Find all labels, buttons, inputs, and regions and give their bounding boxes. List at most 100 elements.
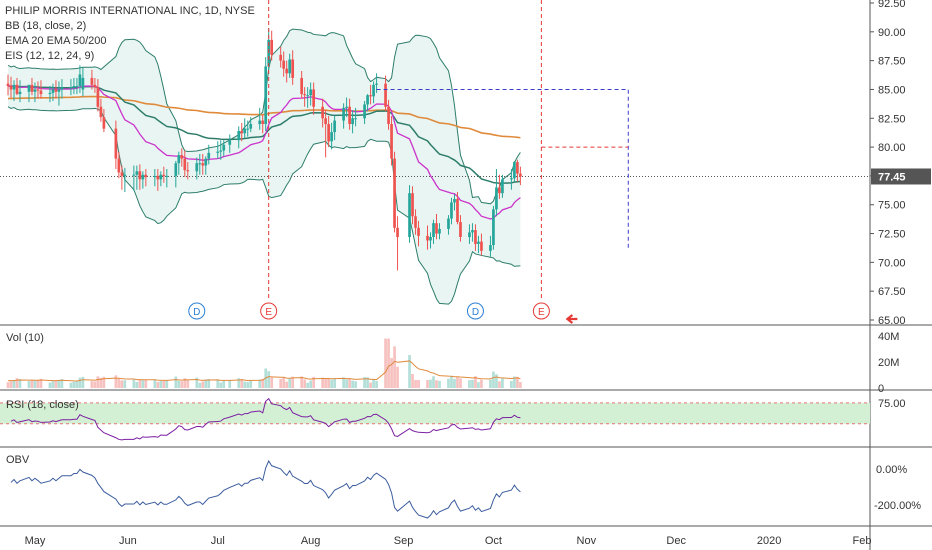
rsi-line (10, 397, 521, 441)
x-tick-label: May (25, 535, 46, 547)
candle-body (228, 140, 232, 145)
candle-body (285, 68, 289, 74)
candle-body (177, 155, 181, 164)
candle-body (519, 173, 522, 177)
volume-bar (495, 374, 498, 388)
volume-average-line (7, 360, 521, 382)
volume-bar (249, 380, 253, 388)
volume-pane (6, 338, 522, 388)
candle-body (366, 95, 369, 105)
obv-tick-label: -200.00% (874, 500, 921, 512)
candle-body (414, 216, 417, 228)
rsi-tick-label: 75.00 (878, 398, 906, 410)
price-tick-label: 90.00 (878, 27, 906, 39)
candle-body (15, 84, 19, 95)
volume-bar (279, 379, 283, 388)
volume-bar (183, 378, 187, 388)
volume-bar (414, 379, 417, 388)
candle-body (144, 174, 148, 178)
candle-body (27, 84, 31, 92)
candle-body (342, 107, 345, 121)
candle-body (165, 175, 169, 177)
volume-bar (123, 380, 127, 388)
candle-body (132, 174, 136, 176)
volume-bar (321, 377, 324, 388)
earnings-marker (260, 302, 278, 320)
volume-bar (237, 378, 241, 388)
dividend-marker-label: D (193, 307, 200, 318)
candle-body (438, 228, 441, 234)
candle-body (468, 232, 471, 238)
volume-bar (153, 379, 157, 388)
indicator-ema: EMA 20 EMA 50/200 (5, 35, 107, 47)
x-tick-label: Nov (577, 535, 597, 547)
candle-body (387, 106, 390, 125)
rsi-band (0, 402, 870, 424)
candle-body (6, 83, 10, 86)
obv-line (10, 459, 521, 519)
candle-body (447, 218, 450, 229)
candle-body (102, 117, 106, 129)
volume-bar (18, 379, 22, 388)
candle-body (195, 163, 199, 172)
candle-body (426, 235, 429, 241)
volume-bar (81, 376, 85, 388)
candle-body (135, 171, 139, 175)
volume-bar (450, 376, 453, 388)
volume-bar (141, 380, 145, 388)
candle-body (60, 87, 64, 90)
dividend-marker (466, 302, 484, 320)
price-tick-label: 75.00 (878, 200, 906, 212)
candle-body (303, 94, 307, 96)
candle-body (492, 209, 495, 246)
candle-body (18, 91, 22, 95)
x-tick-label: Aug (301, 535, 321, 547)
volume-bar (177, 380, 181, 388)
volume-bar (240, 379, 244, 388)
candle-body (348, 106, 351, 125)
axes-layer: 92.5090.0087.5085.0082.5080.0077.5075.00… (25, 0, 931, 547)
volume-bar (6, 382, 10, 388)
price-legend: PHILIP MORRIS INTERNATIONAL INC, 1D, NYS… (5, 5, 255, 62)
candle-body (216, 151, 220, 153)
volume-bar (426, 380, 429, 388)
candle-body (450, 202, 453, 219)
candle-body (12, 84, 16, 90)
candle-body (474, 230, 477, 244)
candle-body (309, 89, 312, 96)
candle-body (207, 152, 211, 159)
volume-bar (471, 379, 474, 388)
volume-bar (36, 380, 40, 388)
candle-body (477, 241, 480, 244)
candle-body (306, 95, 309, 97)
volume-bar (159, 380, 163, 388)
volume-bar (282, 377, 286, 388)
vol-pane-title: Vol (10) (6, 332, 44, 344)
volume-bar (270, 377, 274, 388)
volume-bar (438, 380, 441, 388)
candle-body (141, 174, 145, 180)
volume-bar (219, 382, 223, 388)
last-price-tag (871, 168, 931, 185)
volume-bar (498, 381, 501, 388)
volume-bar (324, 378, 327, 388)
candle-body (138, 171, 142, 180)
volume-bar (411, 373, 414, 388)
price-tick-label: 92.50 (878, 0, 906, 10)
volume-bar (300, 376, 304, 388)
volume-bar (453, 378, 456, 388)
volume-bar (162, 380, 166, 388)
price-tick-label: 80.00 (878, 142, 906, 154)
volume-bar (48, 382, 52, 388)
candle-body (279, 54, 283, 61)
candle-body (39, 90, 43, 95)
volume-bar (261, 378, 265, 388)
volume-bar (459, 378, 462, 388)
volume-bar (480, 379, 483, 388)
earnings-marker (532, 302, 550, 320)
volume-bar (429, 379, 432, 388)
volume-bar (474, 376, 477, 388)
volume-bar (216, 379, 220, 388)
volume-bar (516, 376, 519, 388)
